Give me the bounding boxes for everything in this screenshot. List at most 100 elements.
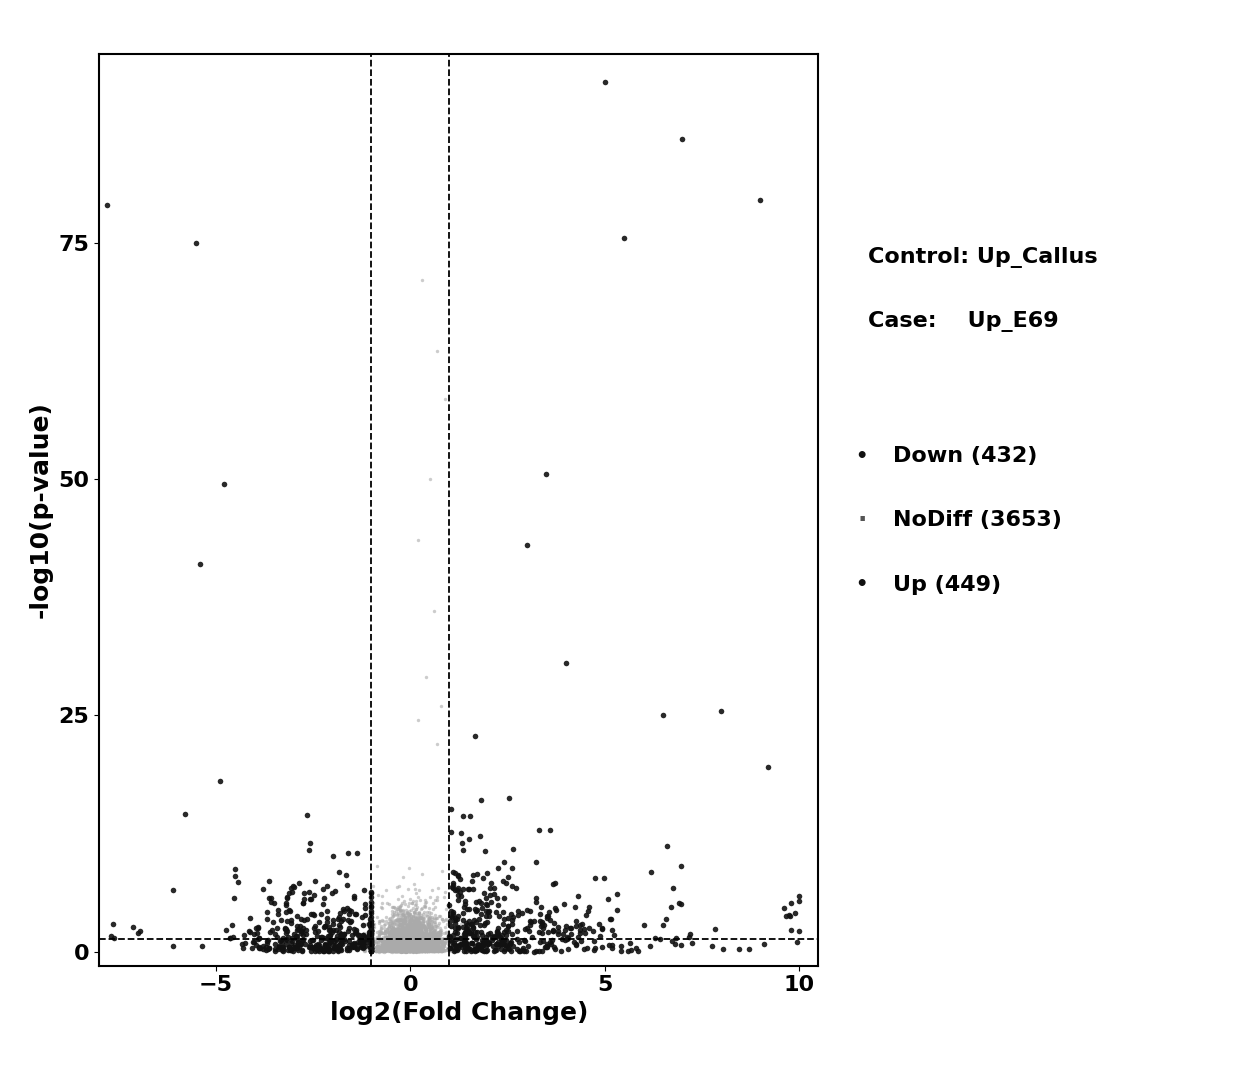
Point: [374, 929, 394, 946]
Point: [389, 916, 409, 934]
Point: [398, 941, 418, 958]
Point: [392, 920, 412, 937]
Point: [396, 938, 415, 955]
Point: [418, 937, 438, 954]
Point: [405, 917, 425, 935]
Point: [391, 922, 410, 939]
Point: [414, 898, 434, 915]
Point: [408, 934, 428, 951]
Point: [558, 929, 578, 946]
Point: [425, 937, 445, 954]
Point: [405, 925, 425, 942]
Point: [398, 938, 418, 955]
Point: [410, 941, 430, 958]
Point: [396, 935, 415, 952]
Point: [413, 912, 433, 929]
Point: [412, 937, 432, 954]
Point: [413, 932, 433, 950]
Point: [389, 937, 409, 954]
Point: [470, 939, 490, 956]
Point: [389, 937, 409, 954]
Point: [425, 916, 445, 934]
Point: [389, 902, 409, 920]
Point: [435, 934, 455, 951]
Point: [394, 936, 414, 953]
Point: [419, 914, 439, 931]
Point: [415, 932, 435, 950]
Point: [192, 938, 212, 955]
Point: [384, 941, 404, 958]
Point: [405, 935, 425, 952]
Point: [391, 941, 410, 958]
Point: [401, 916, 420, 934]
Point: [402, 922, 422, 939]
Point: [430, 925, 450, 942]
Point: [403, 925, 423, 942]
Point: [394, 938, 414, 955]
Point: [405, 923, 425, 940]
Point: [445, 937, 465, 954]
Point: [392, 927, 412, 944]
Point: [391, 942, 410, 959]
Point: [417, 942, 436, 959]
Point: [265, 942, 285, 959]
Point: [402, 938, 422, 955]
Point: [401, 931, 420, 949]
Point: [381, 918, 401, 936]
Point: [415, 938, 435, 955]
Point: [393, 935, 413, 952]
Point: [533, 920, 553, 937]
Point: [433, 913, 453, 930]
Point: [386, 935, 405, 952]
Point: [412, 931, 432, 949]
Point: [399, 935, 419, 952]
Point: [381, 934, 401, 951]
Point: [403, 943, 423, 960]
Point: [399, 921, 419, 938]
Point: [321, 932, 341, 950]
Point: [373, 932, 393, 950]
Point: [781, 895, 801, 912]
Point: [391, 935, 410, 952]
Point: [398, 929, 418, 946]
Point: [371, 924, 391, 941]
Point: [368, 943, 388, 960]
Point: [388, 938, 408, 955]
Point: [629, 942, 649, 959]
Point: [414, 936, 434, 953]
Point: [367, 928, 387, 945]
Point: [403, 916, 423, 934]
Point: [384, 934, 404, 951]
Point: [398, 940, 418, 957]
Point: [455, 931, 475, 949]
Point: [409, 924, 429, 941]
Point: [372, 924, 392, 941]
Point: [401, 906, 420, 923]
Point: [361, 938, 381, 955]
Point: [417, 912, 436, 929]
Point: [368, 940, 388, 957]
Point: [666, 929, 686, 946]
Point: [405, 928, 425, 945]
Point: [383, 938, 403, 955]
Point: [405, 934, 425, 951]
Point: [371, 939, 391, 956]
Point: [466, 930, 486, 947]
Point: [415, 938, 435, 955]
Point: [402, 917, 422, 935]
Point: [394, 935, 414, 952]
Point: [281, 880, 301, 897]
Point: [409, 942, 429, 959]
Point: [391, 901, 410, 918]
Point: [386, 942, 405, 959]
Point: [383, 931, 403, 949]
Point: [456, 939, 476, 956]
Point: [412, 942, 432, 959]
Point: [542, 931, 562, 949]
Point: [405, 936, 425, 953]
Point: [404, 938, 424, 955]
Point: [396, 934, 415, 951]
Point: [394, 920, 414, 937]
Point: [412, 900, 432, 917]
Point: [290, 925, 310, 942]
